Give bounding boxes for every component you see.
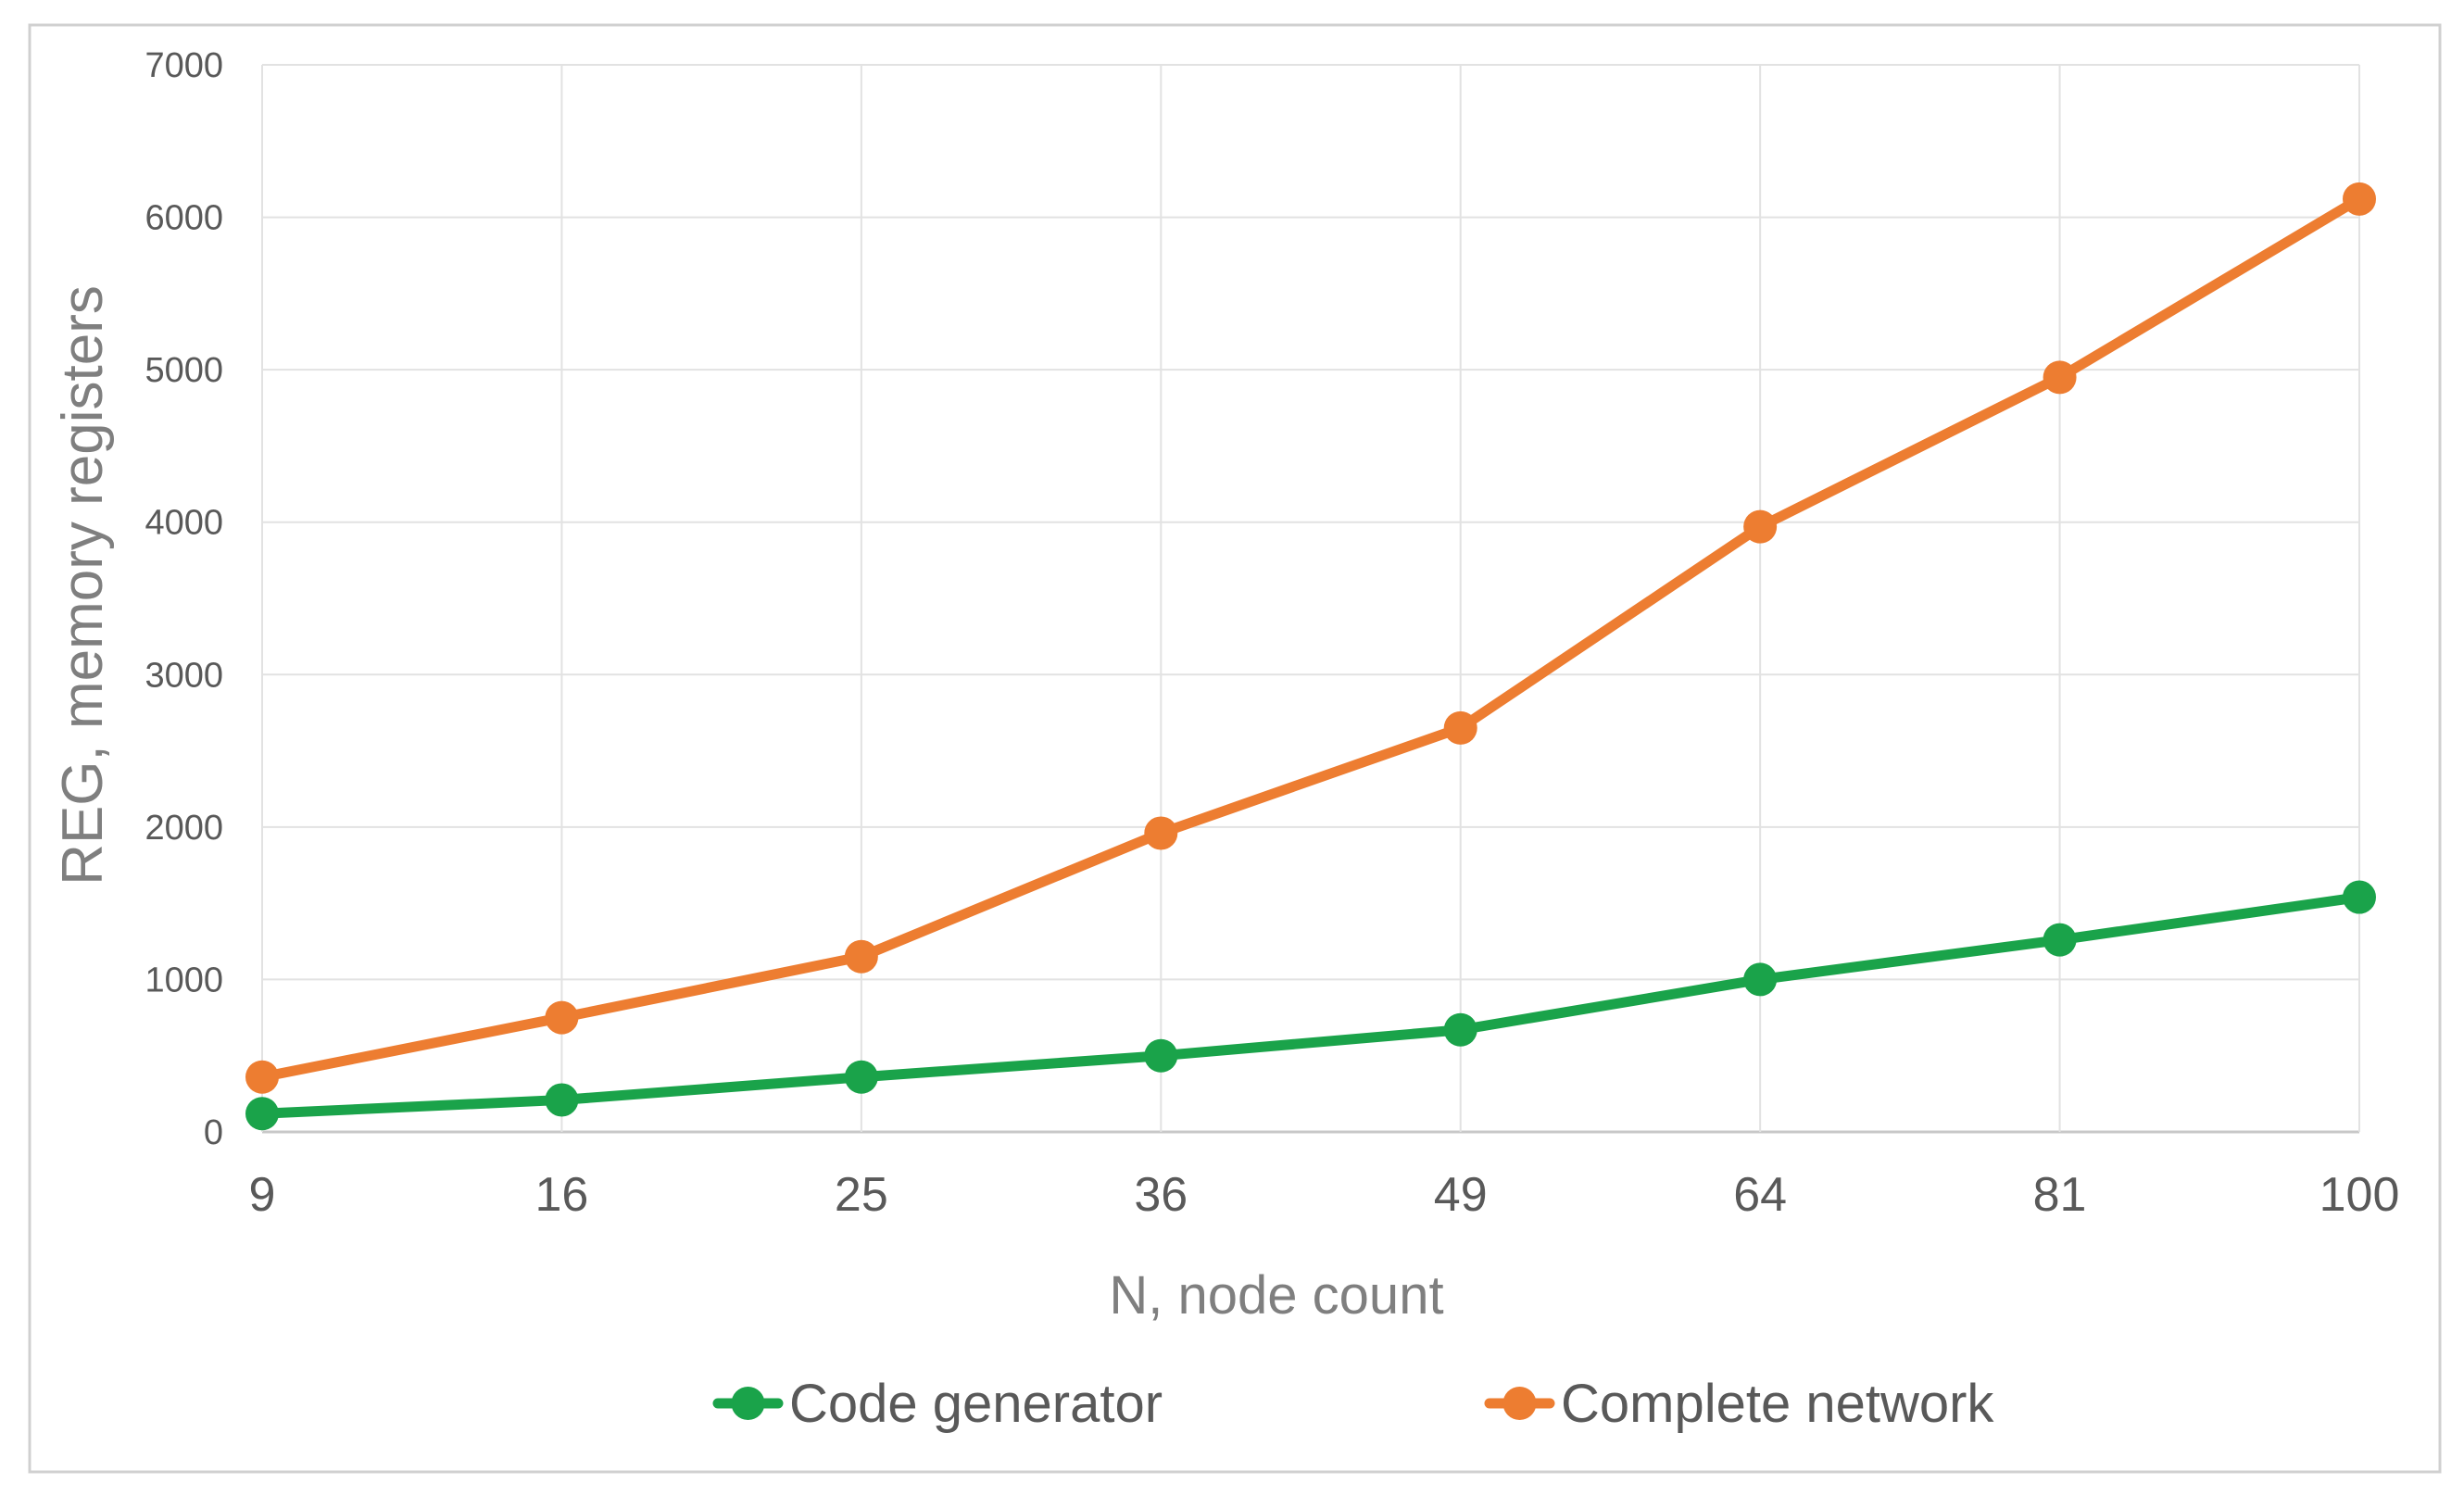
x-tick-label: 64	[1733, 1168, 1787, 1222]
y-tick-label: 4000	[145, 504, 223, 543]
y-axis-label: REG, memory registers	[51, 285, 115, 886]
data-point	[1144, 816, 1178, 850]
x-tick-label: 16	[535, 1168, 589, 1222]
data-point	[1443, 1012, 1477, 1047]
x-tick-label: 25	[835, 1168, 888, 1222]
legend-swatch-marker	[731, 1387, 765, 1420]
legend-label: Complete network	[1561, 1374, 1994, 1434]
x-tick-label: 100	[2319, 1168, 2400, 1222]
data-point	[2043, 923, 2077, 957]
data-point	[245, 1060, 279, 1094]
y-tick-label: 3000	[145, 656, 223, 695]
data-point	[844, 939, 878, 974]
data-point	[245, 1097, 279, 1131]
legend-label: Code generator	[789, 1374, 1163, 1434]
data-point	[1443, 710, 1477, 745]
data-point	[844, 1060, 878, 1094]
x-axis-label: N, node count	[1109, 1265, 1443, 1326]
y-tick-label: 0	[204, 1113, 223, 1152]
x-tick-label: 36	[1134, 1168, 1188, 1222]
data-point	[1144, 1038, 1178, 1073]
data-point	[2343, 182, 2376, 216]
x-tick-label: 81	[2033, 1168, 2087, 1222]
y-tick-label: 1000	[145, 961, 223, 999]
y-tick-label: 5000	[145, 351, 223, 390]
data-point	[2343, 880, 2376, 914]
data-point	[545, 1000, 579, 1035]
y-tick-label: 6000	[145, 199, 223, 238]
legend: Code generator Complete network	[712, 1374, 1994, 1434]
y-tick-labels: 0 1000 2000 3000 4000 5000 6000 7000	[145, 46, 223, 1152]
data-point	[1743, 509, 1778, 544]
x-tick-label: 9	[249, 1168, 276, 1222]
series-line-2	[257, 194, 2365, 1083]
data-point	[545, 1083, 579, 1117]
data-point	[2043, 360, 2077, 395]
series-group	[245, 182, 2376, 1131]
y-tick-label: 2000	[145, 809, 223, 848]
x-tick-label: 49	[1434, 1168, 1488, 1222]
chart-border	[28, 23, 2442, 1474]
y-tick-label: 7000	[145, 46, 223, 85]
x-tick-labels: 9 16 25 36 49 64 81 100	[249, 1168, 2400, 1222]
series-line-1	[257, 892, 2365, 1119]
data-point	[1743, 962, 1778, 997]
gridlines	[261, 64, 2360, 1134]
legend-swatch-marker	[1502, 1387, 1537, 1420]
